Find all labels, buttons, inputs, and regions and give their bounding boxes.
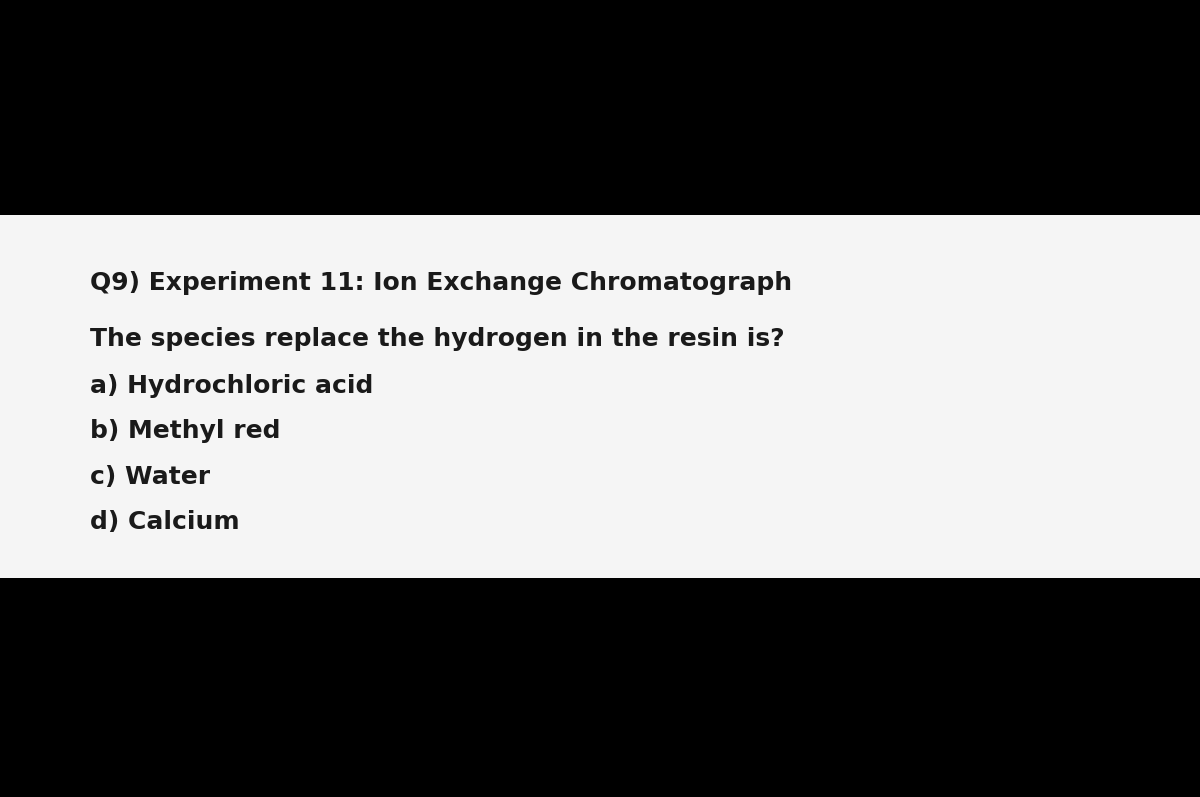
Text: a) Hydrochloric acid: a) Hydrochloric acid	[90, 374, 373, 398]
Text: Q9) Experiment 11: Ion Exchange Chromatograph: Q9) Experiment 11: Ion Exchange Chromato…	[90, 271, 792, 295]
Text: The species replace the hydrogen in the resin is?: The species replace the hydrogen in the …	[90, 327, 785, 351]
Text: c) Water: c) Water	[90, 465, 210, 489]
FancyBboxPatch shape	[0, 215, 1200, 578]
Text: b) Methyl red: b) Methyl red	[90, 419, 281, 443]
Text: d) Calcium: d) Calcium	[90, 510, 240, 534]
